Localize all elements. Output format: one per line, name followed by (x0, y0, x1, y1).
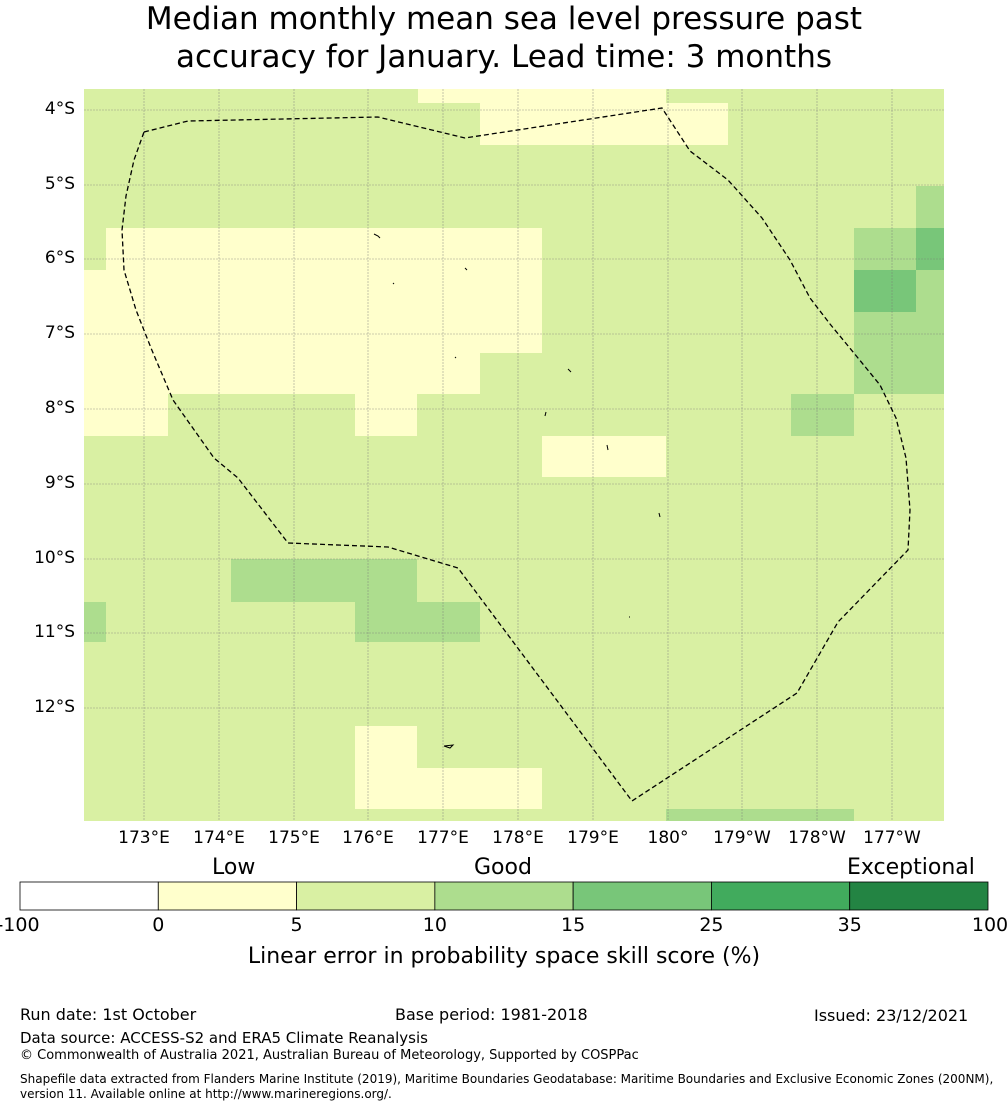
cell-good (84, 602, 106, 642)
category-low: Low (212, 855, 256, 880)
copyright: © Commonwealth of Australia 2021, Austra… (20, 1048, 639, 1063)
colorbar-tick-label: 35 (837, 914, 862, 936)
colorbar-tick-label: 10 (422, 914, 447, 936)
island (443, 744, 455, 749)
longitude-label: 180° (647, 828, 689, 848)
colorbar-tick-label: 15 (561, 914, 586, 936)
cell-good (231, 559, 417, 602)
shapefile-credit: Shapefile data extracted from Flanders M… (20, 1072, 994, 1101)
island (658, 512, 661, 518)
colorbar-segment (434, 881, 574, 911)
cell-good (916, 186, 944, 228)
latitude-label: 5°S (44, 174, 75, 194)
colorbar-tick-label: 25 (699, 914, 724, 936)
longitude-label: 178°W (788, 828, 846, 848)
cell-good (854, 228, 916, 270)
cell-low (480, 103, 728, 145)
colorbar-tick-label: -100 (0, 914, 40, 936)
issued-date: Issued: 23/12/2021 (814, 1006, 969, 1025)
cells-low (84, 89, 728, 809)
cell-good (854, 312, 944, 394)
eez-boundary (121, 107, 911, 802)
colorbar-segment (572, 881, 712, 911)
cell-low (84, 270, 542, 353)
colorbar-tick-label: 100 (971, 914, 1008, 936)
category-exceptional: Exceptional (847, 855, 975, 880)
cell-low (542, 436, 666, 477)
latitude-label: 9°S (44, 473, 75, 493)
longitude-label: 177°E (417, 828, 469, 848)
cell-low (355, 394, 417, 436)
latitude-label: 8°S (44, 398, 75, 418)
cell-low (84, 353, 480, 394)
colorbar-tick-label: 0 (152, 914, 165, 936)
island (392, 282, 395, 285)
cell-low (355, 768, 542, 809)
cell-good (791, 394, 854, 436)
cell-good (355, 602, 480, 642)
cell-high (854, 270, 916, 312)
cells-good (84, 186, 944, 821)
latitude-label: 12°S (34, 697, 75, 717)
category-good: Good (474, 855, 532, 880)
islands (373, 233, 661, 749)
island (464, 267, 468, 271)
cell-low (355, 726, 417, 768)
longitude-label: 178°E (492, 828, 544, 848)
longitude-label: 173°E (118, 828, 170, 848)
data-source: Data source: ACCESS-S2 and ERA5 Climate … (20, 1029, 428, 1047)
cell-good (666, 809, 854, 821)
colorbar-tick-label: 5 (290, 914, 303, 936)
title-line-1: Median monthly mean sea level pressure p… (145, 1, 863, 37)
gridlines (84, 89, 944, 821)
run-date: Run date: 1st October (20, 1005, 197, 1024)
title-line-2: accuracy for January. Lead time: 3 month… (175, 39, 832, 75)
longitude-label: 175°E (268, 828, 320, 848)
cells-high (854, 228, 944, 312)
cell-low (106, 228, 542, 270)
latitude-label: 11°S (34, 622, 75, 642)
cell-low (418, 89, 666, 103)
longitude-label: 174°E (193, 828, 245, 848)
latitude-label: 6°S (44, 248, 75, 268)
longitude-label: 179°W (713, 828, 771, 848)
colorbar-title: Linear error in probability space skill … (247, 944, 761, 969)
longitude-label: 177°W (863, 828, 921, 848)
colorbar-segment (296, 881, 436, 911)
island (373, 233, 381, 239)
colorbar-segment (157, 881, 297, 911)
colorbar (19, 881, 989, 911)
chart-title: Median monthly mean sea level pressure p… (0, 0, 1008, 76)
colorbar-segment (19, 881, 159, 911)
base-period: Base period: 1981-2018 (395, 1005, 588, 1024)
latitude-label: 7°S (44, 323, 75, 343)
latitude-label: 4°S (44, 99, 75, 119)
colorbar-segment (711, 881, 851, 911)
colorbar-segment (849, 881, 989, 911)
cell-low (84, 394, 168, 436)
cell-good (916, 270, 944, 312)
island (567, 368, 572, 373)
latitude-label: 10°S (34, 548, 75, 568)
island (544, 411, 547, 417)
cell-high (916, 228, 944, 270)
map-background (84, 89, 944, 821)
longitude-label: 179°E (567, 828, 619, 848)
island (454, 356, 457, 359)
longitude-label: 176°E (342, 828, 394, 848)
island (606, 444, 609, 451)
